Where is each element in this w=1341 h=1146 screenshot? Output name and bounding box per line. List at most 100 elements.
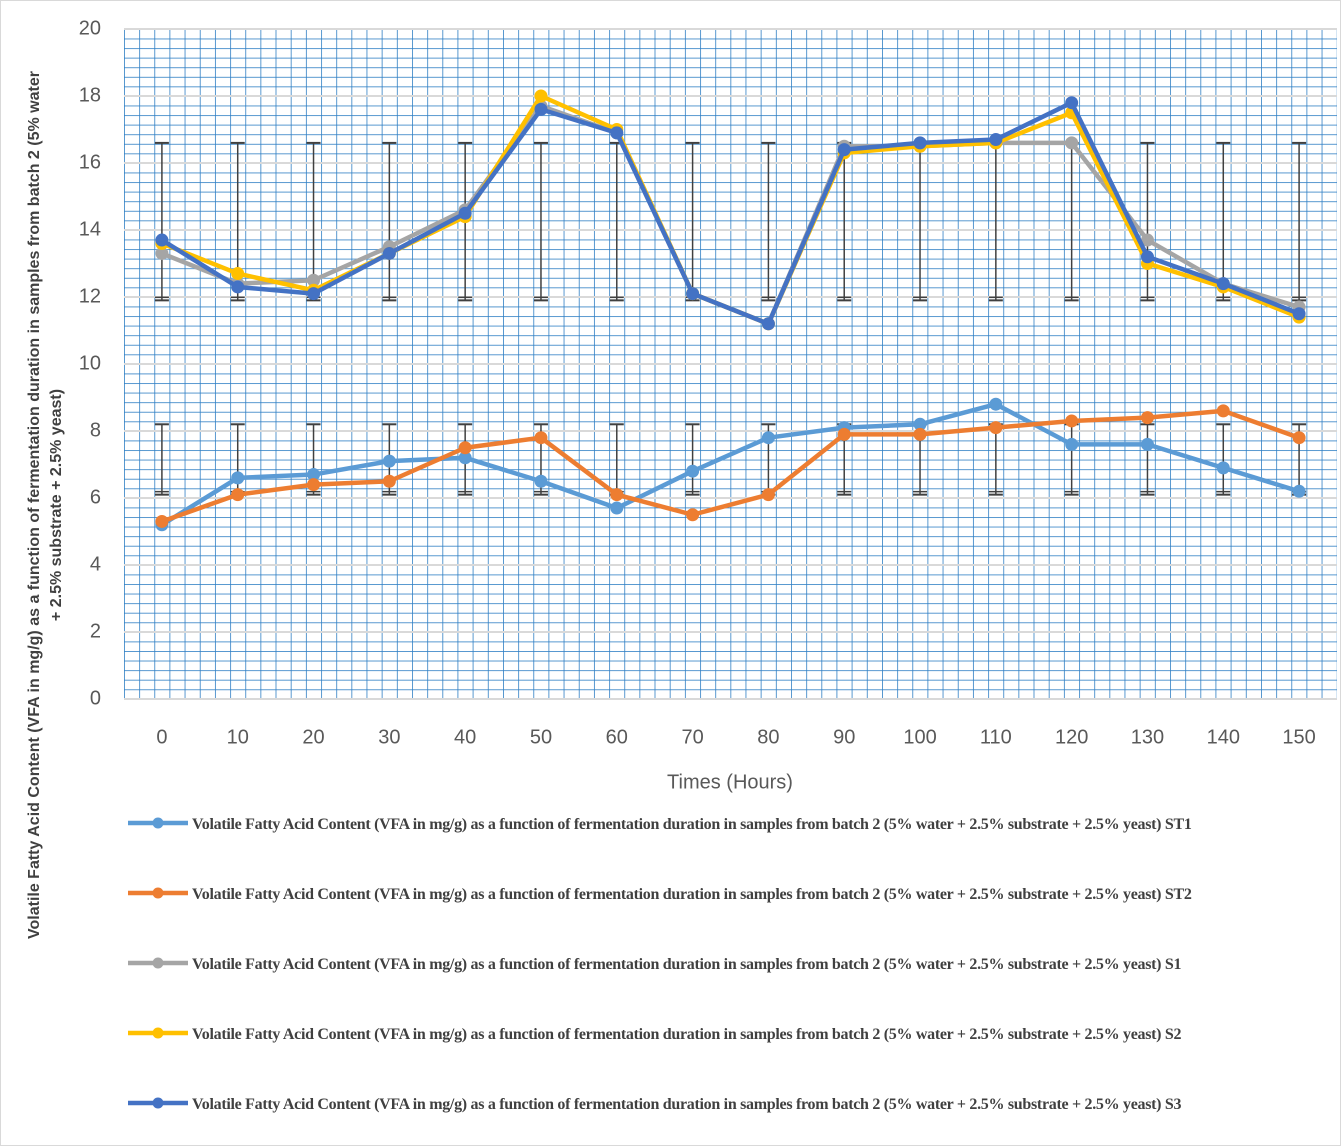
data-point <box>837 427 851 441</box>
data-point <box>382 246 396 260</box>
data-point <box>1065 136 1079 150</box>
error-bar <box>1140 141 1155 302</box>
data-point <box>155 514 169 528</box>
y-tick-label: 10 <box>79 352 101 374</box>
data-point <box>307 287 321 301</box>
legend-label: Volatile Fatty Acid Content (VFA in mg/g… <box>192 816 1192 833</box>
x-tick-label: 90 <box>833 726 855 748</box>
data-point <box>913 136 927 150</box>
error-bar <box>1216 423 1231 496</box>
data-point <box>382 474 396 488</box>
legend-label: Volatile Fatty Acid Content (VFA in mg/g… <box>192 1026 1182 1043</box>
error-bar <box>1216 141 1231 302</box>
legend-label: Volatile Fatty Acid Content (VFA in mg/g… <box>192 956 1182 973</box>
y-tick-label: 2 <box>90 620 101 642</box>
y-tick-label: 20 <box>79 17 101 39</box>
legend-swatch <box>128 817 188 829</box>
x-tick-label: 150 <box>1282 726 1315 748</box>
data-point <box>534 89 548 103</box>
series-line <box>161 408 1300 524</box>
legend: Volatile Fatty Acid Content (VFA in mg/g… <box>126 813 1326 1146</box>
y-tick-label: 16 <box>79 151 101 173</box>
data-point <box>458 206 472 220</box>
legend-entry: Volatile Fatty Acid Content (VFA in mg/g… <box>126 883 1326 953</box>
legend-swatch <box>128 887 188 899</box>
data-point <box>534 102 548 116</box>
data-point <box>1292 431 1306 445</box>
series-line <box>160 100 1300 327</box>
data-point <box>1140 411 1154 425</box>
data-point <box>1140 437 1154 451</box>
data-point <box>231 488 245 502</box>
data-point <box>458 441 472 455</box>
data-point <box>1065 437 1079 451</box>
data-point <box>913 417 927 431</box>
data-point <box>1140 233 1154 247</box>
legend-entry: Volatile Fatty Acid Content (VFA in mg/g… <box>126 813 1326 883</box>
x-tick-label: 50 <box>530 726 552 748</box>
legend-swatch <box>128 1097 188 1109</box>
x-tick-label: 140 <box>1207 726 1240 748</box>
y-tick-label: 8 <box>90 419 101 441</box>
legend-entry: Volatile Fatty Acid Content (VFA in mg/g… <box>126 1093 1326 1146</box>
y-axis-title: Volatile Fatty Acid Content (VFA in mg/g… <box>26 71 65 939</box>
x-tick-label: 80 <box>757 726 779 748</box>
x-tick-label: 110 <box>980 726 1012 748</box>
error-bar <box>382 141 397 302</box>
data-point <box>1216 277 1230 291</box>
data-point <box>686 508 700 522</box>
data-point <box>610 126 624 140</box>
data-point <box>989 133 1003 147</box>
x-tick-label: 60 <box>606 726 628 748</box>
data-point <box>231 280 245 294</box>
data-point <box>382 454 396 468</box>
y-tick-label: 0 <box>90 687 101 709</box>
series-line <box>160 401 1300 527</box>
data-point <box>1065 414 1079 428</box>
data-point <box>458 451 472 465</box>
x-tick-label: 70 <box>681 726 703 748</box>
error-bar <box>533 141 548 302</box>
data-point <box>1140 250 1154 264</box>
error-bar <box>154 141 169 302</box>
data-point <box>231 267 245 281</box>
legend-marker <box>152 957 164 969</box>
data-point <box>1292 484 1306 498</box>
y-tick-label: 14 <box>79 218 101 240</box>
data-point <box>610 488 624 502</box>
legend-marker <box>152 1097 164 1109</box>
data-point <box>686 464 700 478</box>
data-point <box>1216 461 1230 475</box>
y-tick-label: 6 <box>90 486 101 508</box>
data-point <box>1216 404 1230 418</box>
legend-marker <box>152 817 164 829</box>
data-point <box>534 474 548 488</box>
plot: Times (Hours) 0 2 4 6 8 10 12 14 16 18 20 0 10 20 30 40… <box>79 17 1337 793</box>
x-tick-label: 120 <box>1055 726 1088 748</box>
legend-label: Volatile Fatty Acid Content (VFA in mg/g… <box>192 1096 1182 1113</box>
y-tick-label: 18 <box>79 84 101 106</box>
data-point <box>989 421 1003 435</box>
x-tick-label: 130 <box>1131 726 1164 748</box>
data-point <box>307 468 321 482</box>
data-point <box>155 233 169 247</box>
x-tick-label: 100 <box>903 726 936 748</box>
legend-entry: Volatile Fatty Acid Content (VFA in mg/g… <box>126 1023 1326 1093</box>
data-point <box>989 397 1003 411</box>
legend-marker <box>152 1027 164 1039</box>
data-point <box>913 427 927 441</box>
x-tick-label: 10 <box>227 726 249 748</box>
data-point <box>761 431 775 445</box>
data-point <box>686 287 700 301</box>
data-point <box>307 478 321 492</box>
data-point <box>231 471 245 485</box>
data-point <box>534 431 548 445</box>
data-point <box>155 246 169 260</box>
data-point <box>307 273 321 287</box>
legend-label: Volatile Fatty Acid Content (VFA in mg/g… <box>192 886 1192 903</box>
data-point <box>1065 96 1079 110</box>
x-tick-label: 20 <box>302 726 324 748</box>
x-tick-label: 0 <box>156 726 167 748</box>
error-bar <box>1292 141 1307 302</box>
